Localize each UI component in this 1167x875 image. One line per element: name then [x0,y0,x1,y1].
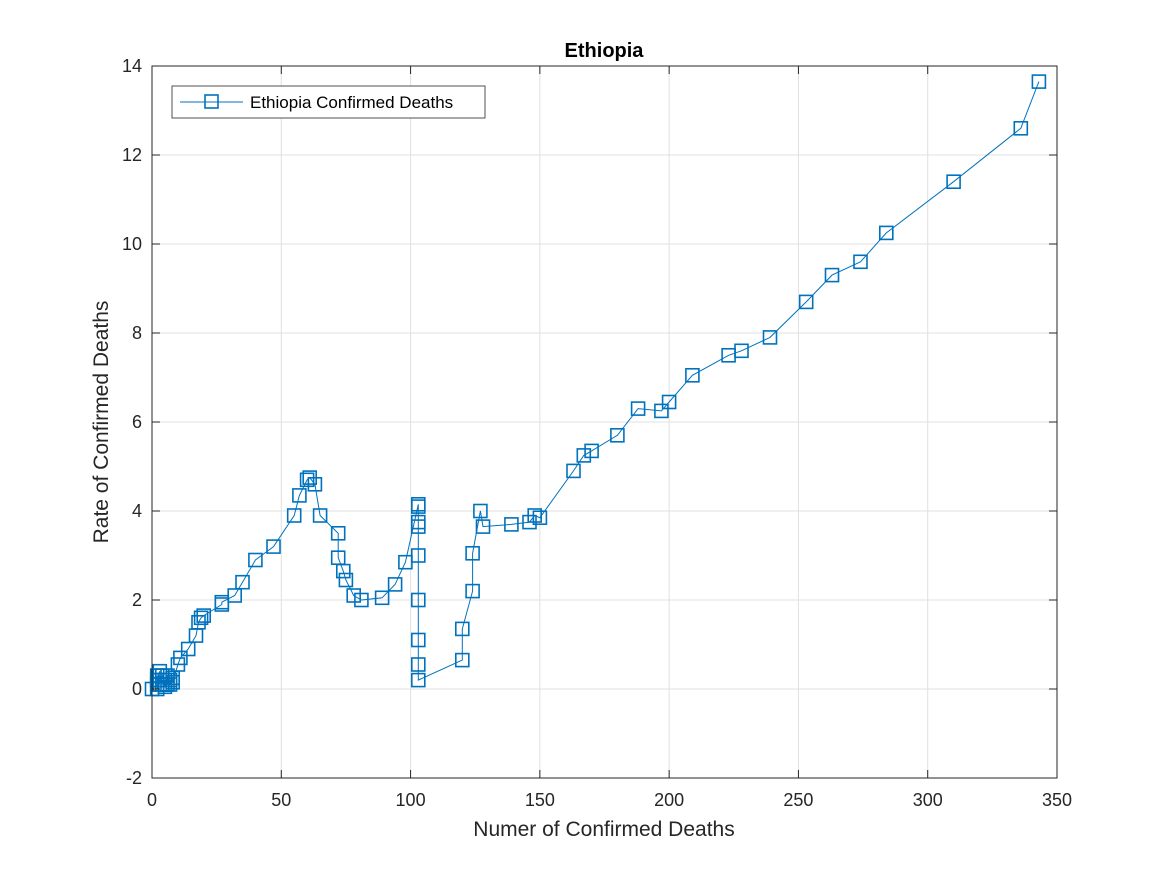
data-point [162,672,178,688]
series-line-0 [151,81,1040,690]
data-point [338,572,354,588]
x-tick-label: 250 [783,790,813,810]
data-point [286,508,302,523]
y-tick-label: 2 [132,590,142,610]
data-point [299,472,315,488]
data-point [654,403,669,419]
data-point [180,641,196,657]
data-point [330,525,346,541]
data-point [354,592,369,608]
x-tick-label: 300 [913,790,943,810]
data-point [465,583,480,599]
chart-title: Ethiopia [565,40,645,62]
data-point [248,552,263,568]
data-point [798,294,814,310]
y-tick-label: 0 [132,679,142,699]
data-point [410,499,426,514]
data-point [1031,74,1047,89]
data-point [1013,121,1029,136]
data-point [346,588,362,603]
data-point [335,563,351,579]
data-point [685,367,700,383]
data-point [576,448,592,463]
x-tick-label: 200 [654,790,684,810]
x-axis-label: Numer of Confirmed Deaths [473,818,734,841]
legend: Ethiopia Confirmed Deaths [171,85,486,119]
data-point [878,225,894,241]
y-tick-label: 14 [122,56,142,76]
data-point [465,545,480,561]
data-point [527,508,543,523]
data-point [227,588,242,603]
x-tick-label: 150 [525,790,555,810]
data-point [661,394,677,410]
data-point [853,254,868,270]
y-tick-label: 12 [122,145,142,165]
data-point [165,674,180,690]
series-layer [144,74,1047,697]
data-point [410,632,426,648]
data-point [824,267,840,283]
data-point [532,510,548,526]
data-point [410,592,426,608]
data-point [504,517,519,532]
data-point [584,443,599,459]
x-tick-label: 100 [396,790,426,810]
y-tick-label: -2 [126,768,142,788]
y-axis: -2 0 2 4 6 8 10 12 14 [122,56,1057,788]
data-point [410,519,426,534]
x-tick-label: 50 [271,790,291,810]
data-point [454,652,470,668]
y-tick-label: 8 [132,323,142,343]
data-point [266,539,281,554]
legend-marker [204,94,219,109]
data-point [410,548,426,563]
data-point [473,503,488,519]
data-point [762,330,778,345]
y-tick-label: 4 [132,501,142,521]
x-tick-label: 0 [147,790,157,810]
data-point [312,508,328,523]
data-point [173,650,188,666]
data-point [475,519,491,534]
y-axis-label: Rate of Confirmed Deaths [90,301,113,544]
data-point [610,427,625,443]
y-tick-label: 10 [122,234,142,254]
data-point [566,463,581,479]
data-point [374,590,390,606]
data-point [454,621,470,637]
x-axis: 0 50 100 150 200 250 300 350 [147,66,1072,810]
x-tick-label: 350 [1042,790,1072,810]
data-point [193,610,209,626]
data-point [734,343,749,359]
data-point [196,608,211,623]
data-point [410,672,426,688]
data-point [235,574,250,590]
y-tick-label: 6 [132,412,142,432]
data-point [307,476,323,492]
data-point [946,174,961,189]
data-point [630,401,646,416]
data-point [387,577,403,592]
data-point [292,488,307,503]
legend-entry-label: Ethiopia Confirmed Deaths [250,93,453,112]
data-point [410,657,426,672]
